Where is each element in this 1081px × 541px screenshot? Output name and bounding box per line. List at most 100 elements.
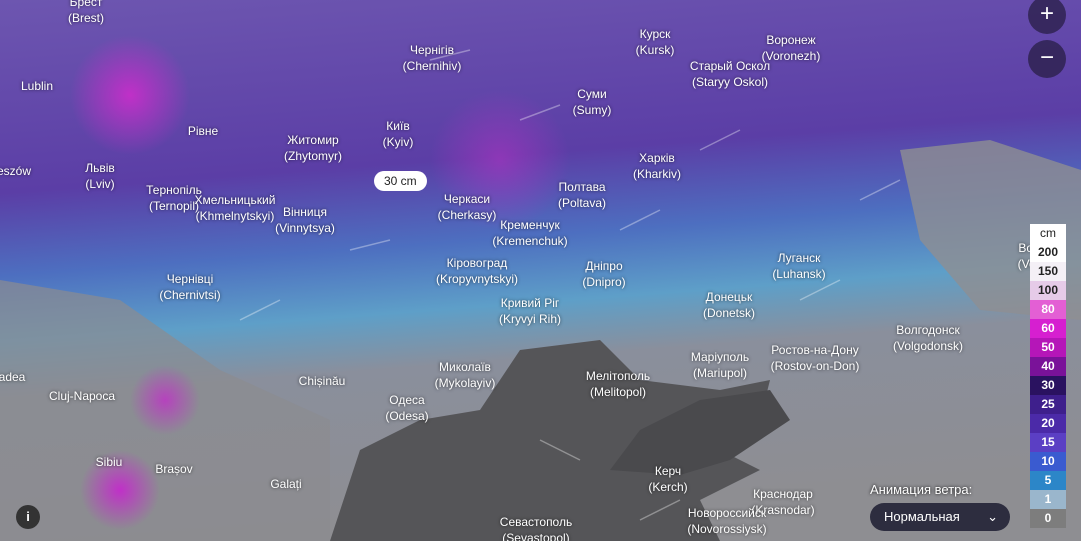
city-name: Chișinău (298, 374, 346, 388)
city-name: Маріуполь (690, 350, 750, 364)
city-latin: (Voronezh) (761, 49, 821, 63)
city: Sibiu (96, 454, 123, 470)
city-name: Кременчук (500, 218, 560, 232)
city: Galați (270, 476, 301, 492)
legend-item: 1 (1030, 490, 1066, 509)
city-latin: (Rostov-on-Don) (770, 359, 860, 373)
city-name: adea (0, 370, 26, 384)
city: Львів (Lviv) (85, 160, 115, 192)
city-name: Одеса (389, 393, 425, 407)
city-name: Брест (69, 0, 103, 9)
chevron: ⌄ (987, 509, 998, 524)
city: Курск (Kursk) (636, 26, 675, 58)
city-latin: (Sumy) (572, 103, 612, 117)
city-latin: (Kyiv) (382, 135, 414, 149)
wind-select[interactable]: Нормальная ⌄ (870, 503, 1010, 531)
city-name: Lublin (20, 79, 54, 93)
city-latin: (Staryy Oskol) (691, 75, 769, 89)
city-latin: (Sevastopol) (502, 531, 570, 541)
city-name: Миколаїв (439, 360, 491, 374)
snow-area (70, 35, 190, 155)
city: Хмельницький (Khmelnytskyi) (195, 192, 276, 224)
city-latin: (Lviv) (85, 177, 115, 191)
legend-item: 100 (1030, 281, 1066, 300)
city-name: Тернопіль (146, 183, 202, 197)
legend-item: 40 (1030, 357, 1066, 376)
city: Lublin (21, 78, 53, 94)
city: Волгодонск (Volgodonsk) (893, 322, 963, 354)
city-latin: (Kropyvnytskyi) (435, 272, 519, 286)
city-name: Sibiu (95, 455, 123, 469)
city: Старый Оскол (Staryy Oskol) (690, 58, 770, 90)
city-name: Львів (85, 161, 115, 175)
city-latin: (Kursk) (635, 43, 675, 57)
legend-item: 200 (1030, 243, 1066, 262)
city-latin: (Brest) (68, 11, 104, 25)
city: Луганск (Luhansk) (772, 250, 825, 282)
legend-item: 0 (1030, 509, 1066, 528)
legend-item: 25 (1030, 395, 1066, 414)
city-name: Кіровоград (446, 256, 508, 270)
legend-unit: cm (1030, 224, 1066, 243)
legend-item: 5 (1030, 471, 1066, 490)
wind-option: Нормальная (884, 509, 960, 524)
city: Кременчук (Kremenchuk) (492, 217, 567, 249)
city-latin: (Kremenchuk) (492, 234, 568, 248)
city-name: Мелітополь (585, 369, 651, 383)
city-name: Житомир (287, 133, 339, 147)
city-name: Новороссийск (687, 506, 767, 520)
city: eszów (0, 163, 31, 179)
city-name: eszów (0, 164, 32, 178)
city-name: Вінниця (283, 205, 327, 219)
city-name: Київ (386, 119, 410, 133)
sea (610, 390, 790, 475)
city-name: Рівне (187, 124, 219, 138)
city-name: Севастополь (499, 515, 573, 529)
city: Brașov (155, 461, 192, 477)
city: Харків (Kharkiv) (633, 150, 681, 182)
city: Chișinău (299, 373, 346, 389)
city: Чернівці (Chernivtsi) (159, 271, 220, 303)
city-name: Чернігів (409, 43, 455, 57)
city-name: Ростов-на-Дону (771, 343, 859, 357)
city: Кривий Ріг (Kryvyi Rih) (499, 295, 561, 327)
city-name: Cluj-Napoca (48, 389, 116, 403)
city-latin: (Kryvyi Rih) (499, 312, 561, 326)
legend-item: 150 (1030, 262, 1066, 281)
city-latin: (Mykolayiv) (434, 376, 496, 390)
city-name: Харків (639, 151, 675, 165)
snow-area (80, 450, 160, 530)
city-name: Краснодар (753, 487, 813, 501)
city-name: Воронеж (766, 33, 816, 47)
city: Суми (Sumy) (573, 86, 612, 118)
city-latin: (Volgodonsk) (892, 339, 964, 353)
city-latin: (Kharkiv) (632, 167, 682, 181)
zoom-out[interactable]: − (1028, 40, 1066, 78)
legend-item: 60 (1030, 319, 1066, 338)
city-name: Кривий Ріг (500, 296, 560, 310)
legend-item: 10 (1030, 452, 1066, 471)
info-button[interactable]: i (16, 505, 40, 529)
city: Житомир (Zhytomyr) (284, 132, 342, 164)
city: Кіровоград (Kropyvnytskyi) (436, 255, 518, 287)
city: Чернігів (Chernihiv) (403, 42, 462, 74)
city: Cluj-Napoca (49, 388, 115, 404)
city-latin: (Dnipro) (582, 275, 626, 289)
city-latin: (Chernihiv) (402, 59, 462, 73)
city-name: Керч (654, 464, 682, 478)
city-latin: (Zhytomyr) (284, 149, 342, 163)
zoom-in[interactable]: + (1028, 0, 1066, 34)
city-name: Волгодонск (896, 323, 960, 337)
city-latin: (Vinnytsya) (275, 221, 335, 235)
legend-item: 80 (1030, 300, 1066, 319)
city-name: Brașov (155, 462, 193, 476)
city: Севастополь (Sevastopol) (500, 514, 572, 541)
city: Київ (Kyiv) (383, 118, 414, 150)
city-name: Луганск (777, 251, 821, 265)
city-name: Дніпро (585, 259, 623, 273)
city-latin: (Novorossiysk) (687, 522, 767, 536)
city-name: Старый Оскол (689, 59, 771, 73)
city: Мелітополь (Melitopol) (586, 368, 650, 400)
